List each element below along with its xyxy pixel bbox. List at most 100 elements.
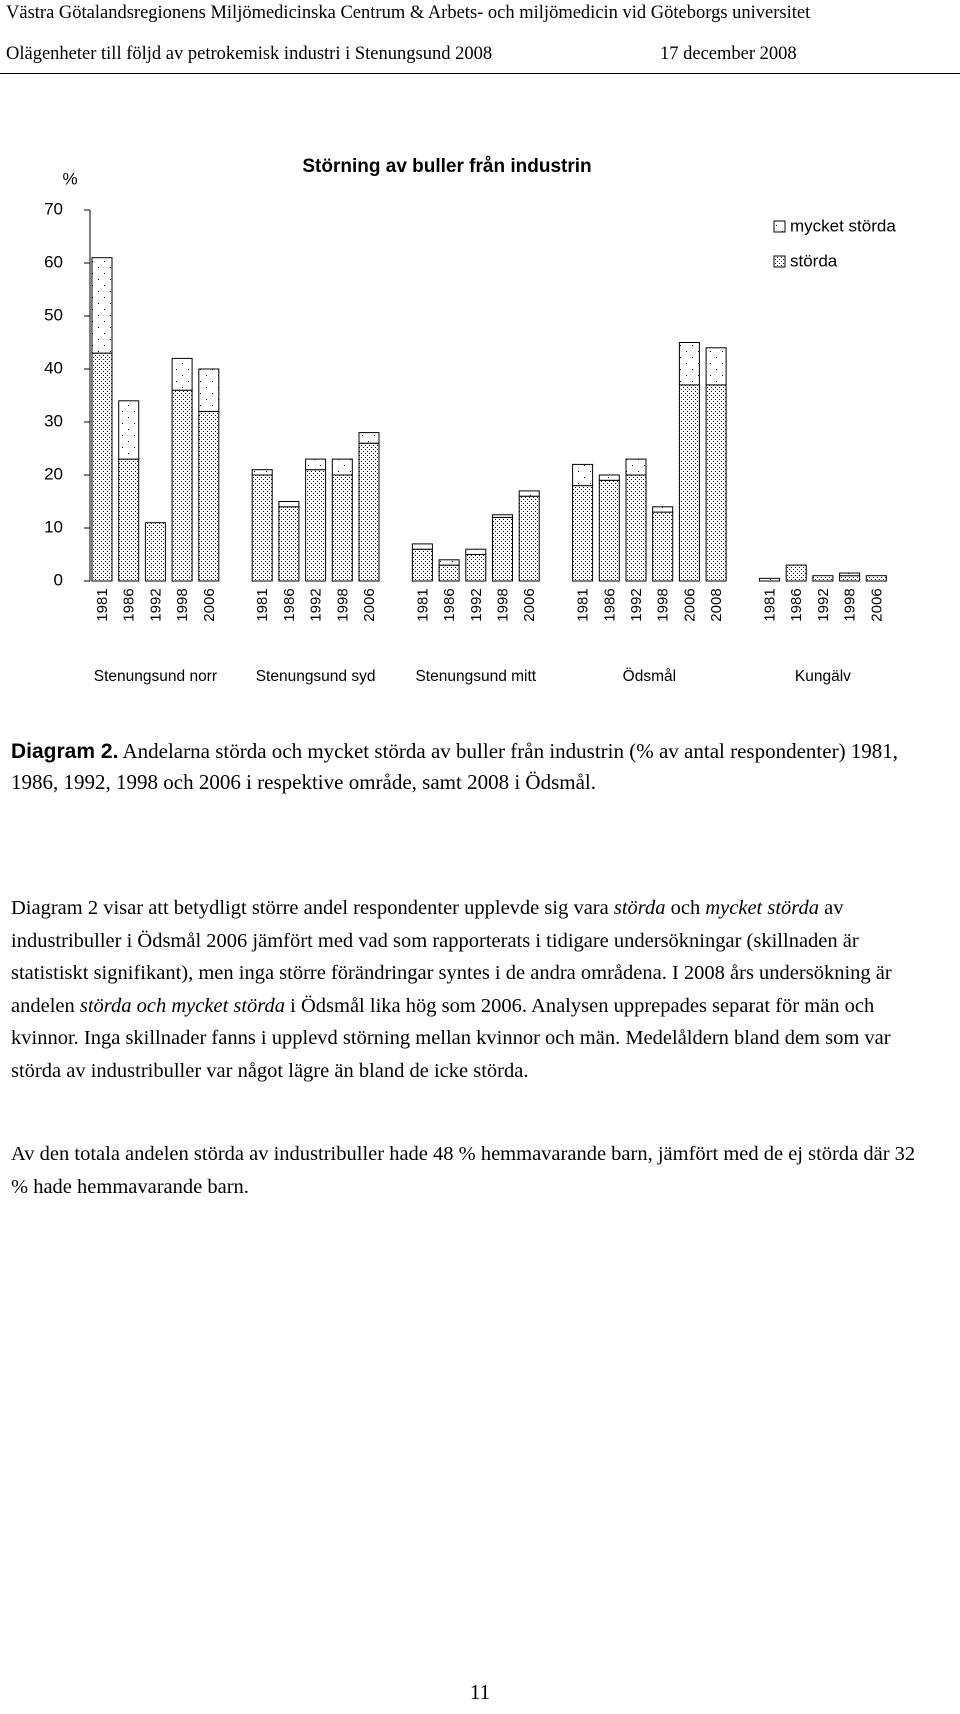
legend-swatch bbox=[773, 220, 786, 233]
bar-segment bbox=[118, 400, 140, 460]
paragraph: Av den totala andelen störda av industri… bbox=[11, 1138, 931, 1203]
x-tick-label: 1992 bbox=[147, 588, 164, 621]
legend-label: mycket störda bbox=[790, 216, 896, 235]
bar-segment bbox=[785, 564, 807, 582]
bar-segment bbox=[518, 490, 540, 497]
bar-segment bbox=[91, 257, 113, 354]
bar-segment bbox=[678, 342, 700, 386]
bar-segment bbox=[198, 410, 220, 582]
x-tick-label: 2008 bbox=[708, 588, 725, 621]
bar-segment bbox=[278, 506, 300, 582]
group-label: Stenungsund syd bbox=[256, 668, 376, 685]
bar-segment bbox=[358, 442, 380, 582]
group-label: Stenungsund norr bbox=[94, 668, 217, 685]
bar-segment bbox=[305, 469, 327, 582]
bar-segment bbox=[438, 564, 460, 582]
text-run: av industribuller i Ödsmål 2006 jämfört … bbox=[11, 897, 892, 1017]
x-tick-label: 1981 bbox=[414, 588, 431, 621]
caption: Diagram 2. Andelarna störda och mycket s… bbox=[11, 736, 931, 797]
bar-segment bbox=[331, 458, 353, 476]
x-tick-label: 1981 bbox=[94, 588, 111, 621]
group-label: Kungälv bbox=[795, 668, 851, 685]
text-run: störda och mycket störda bbox=[79, 994, 286, 1017]
x-tick-label: 1981 bbox=[254, 588, 271, 621]
x-tick-label: 1998 bbox=[174, 588, 191, 621]
bar-segment bbox=[411, 548, 433, 582]
bar-segment bbox=[572, 485, 594, 582]
x-tick-label: 1981 bbox=[575, 588, 592, 621]
y-tick-label: 30 bbox=[44, 411, 63, 430]
bar-segment bbox=[705, 384, 727, 582]
legend-label: störda bbox=[790, 251, 838, 270]
header-line: Olägenheter till följd av petrokemisk in… bbox=[6, 44, 493, 64]
bar-segment bbox=[198, 368, 220, 412]
y-tick-label: 10 bbox=[44, 517, 63, 536]
bar-segment bbox=[411, 543, 433, 550]
x-tick-label: 2006 bbox=[868, 588, 885, 621]
legend-swatch bbox=[773, 255, 786, 268]
bar-segment bbox=[492, 514, 513, 518]
y-tick-label: 0 bbox=[54, 570, 63, 589]
bar-segment bbox=[678, 384, 700, 582]
y-tick-label: 40 bbox=[44, 358, 63, 377]
x-tick-label: 2006 bbox=[201, 588, 218, 621]
x-tick-label: 1986 bbox=[601, 588, 618, 621]
bar-segment bbox=[865, 575, 887, 582]
y-tick-label: 70 bbox=[44, 199, 63, 218]
bar-segment bbox=[305, 458, 327, 471]
bar-segment bbox=[144, 522, 166, 582]
bar-segment bbox=[251, 469, 273, 476]
page-number: 11 bbox=[469, 1680, 491, 1704]
caption-text: Andelarna störda och mycket störda av bu… bbox=[11, 739, 899, 794]
x-tick-label: 1998 bbox=[655, 588, 672, 621]
x-tick-label: 2006 bbox=[521, 588, 538, 621]
bar-segment bbox=[118, 458, 140, 582]
bar-segment bbox=[518, 495, 540, 582]
bar-segment bbox=[625, 458, 647, 476]
bar-segment bbox=[171, 389, 193, 582]
chart-title: Störning av buller från industrin bbox=[302, 156, 591, 177]
bar-segment bbox=[705, 347, 727, 386]
chart: Störning av buller från industrin % 0 10 2… bbox=[44, 156, 896, 685]
x-tick-label: 1981 bbox=[761, 588, 778, 621]
x-tick-label: 2006 bbox=[681, 588, 698, 621]
x-tick-label: 1986 bbox=[121, 588, 138, 621]
bar-segment bbox=[465, 554, 487, 582]
bar-segment bbox=[839, 572, 861, 577]
bar-segment bbox=[812, 575, 834, 582]
paragraph: Diagram 2 visar att betydligt större and… bbox=[11, 892, 931, 1087]
x-tick-label: 1986 bbox=[441, 588, 458, 621]
x-tick-label: 2006 bbox=[361, 588, 378, 621]
bar-segment bbox=[438, 559, 460, 566]
x-tick-label: 1992 bbox=[628, 588, 645, 621]
x-tick-label: 1998 bbox=[494, 588, 511, 621]
bar-segment bbox=[465, 548, 487, 556]
bar-segment bbox=[625, 474, 647, 582]
text-run: Diagram 2 visar att betydligt större and… bbox=[11, 897, 614, 919]
x-tick-label: 1992 bbox=[815, 588, 832, 621]
text-run: mycket störda bbox=[705, 897, 820, 919]
bar-segment bbox=[652, 511, 674, 582]
bar-segment bbox=[839, 575, 861, 582]
x-tick-label: 1986 bbox=[281, 588, 298, 621]
text-run: i Ödsmål lika hög som 2006. Analysen upp… bbox=[11, 994, 891, 1082]
x-tick-label: 1998 bbox=[334, 588, 351, 621]
bar-segment bbox=[598, 479, 620, 582]
bar-segment bbox=[572, 463, 594, 487]
header-date: 17 december 2008 bbox=[660, 44, 797, 64]
bar-segment bbox=[91, 352, 113, 582]
x-tick-label: 1992 bbox=[308, 588, 325, 621]
header-rule bbox=[0, 73, 960, 74]
group-label: Ödsmål bbox=[623, 667, 676, 685]
text-run: störda bbox=[613, 897, 666, 919]
bar-segment bbox=[358, 432, 380, 444]
header-line: Västra Götalandsregionens Miljömedicinsk… bbox=[6, 3, 811, 23]
bar-segment bbox=[331, 474, 353, 582]
x-tick-label: 1992 bbox=[468, 588, 485, 621]
bar-segment bbox=[278, 501, 300, 508]
y-tick-label: 60 bbox=[44, 252, 63, 271]
bar-segment bbox=[598, 474, 620, 481]
y-axis-label: % bbox=[62, 169, 77, 188]
bar-segment bbox=[652, 506, 674, 513]
